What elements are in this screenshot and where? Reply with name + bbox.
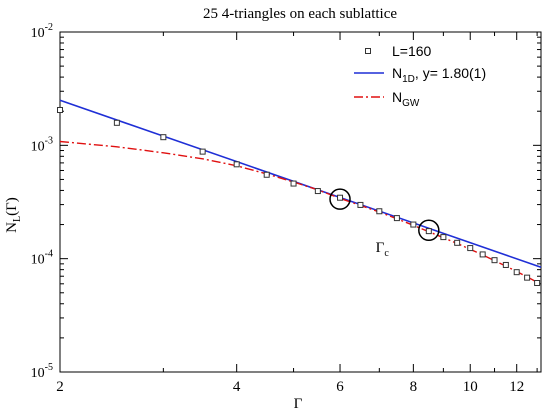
data-point-marker bbox=[534, 279, 541, 286]
data-point-marker bbox=[337, 194, 344, 201]
y-tick-label: 10-5 bbox=[31, 362, 53, 381]
x-tick-label: 4 bbox=[233, 379, 241, 395]
data-point-marker bbox=[314, 188, 321, 195]
x-tick-label: 2 bbox=[56, 379, 64, 395]
legend-label-n1d: N1D, y= 1.80(1) bbox=[392, 65, 486, 85]
chart-title: 25 4-triangles on each sublattice bbox=[203, 6, 397, 22]
data-point-marker bbox=[290, 180, 297, 187]
x-tick-label: 6 bbox=[336, 379, 344, 395]
y-axis: 10-5 10-4 10-3 10-2 bbox=[31, 22, 541, 381]
gamma-c-label: Γc bbox=[376, 240, 390, 259]
data-point-marker bbox=[502, 261, 509, 268]
gamma-c-circle-marker bbox=[329, 188, 351, 210]
x-tick-label: 10 bbox=[463, 379, 478, 395]
y-tick-label: 10-3 bbox=[31, 135, 53, 154]
series-ngw-line bbox=[59, 140, 538, 283]
data-point-marker bbox=[376, 208, 383, 215]
y-tick-label: 10-2 bbox=[31, 22, 53, 41]
legend-label-l160: L=160 bbox=[392, 43, 432, 59]
data-point-marker bbox=[454, 239, 461, 246]
y-axis-label: NL(Γ) bbox=[4, 197, 23, 233]
data-point-marker bbox=[113, 119, 120, 126]
data-point-marker bbox=[57, 107, 63, 114]
data-point-marker bbox=[479, 251, 486, 258]
data-point-marker bbox=[393, 215, 400, 222]
data-point-marker bbox=[491, 257, 498, 264]
legend-marker-square bbox=[365, 48, 371, 54]
x-tick-label: 12 bbox=[509, 379, 524, 395]
legend-label-ngw: NGW bbox=[392, 89, 420, 109]
data-point-marker bbox=[160, 134, 167, 141]
data-point-marker bbox=[425, 228, 432, 235]
data-point-marker bbox=[233, 161, 240, 168]
data-point-marker bbox=[357, 201, 364, 208]
data-point-marker bbox=[199, 148, 206, 155]
data-point-marker bbox=[263, 171, 270, 178]
gamma-c-circle-marker bbox=[418, 219, 440, 242]
annotations: Γc bbox=[329, 188, 440, 259]
data-point-marker bbox=[524, 274, 531, 281]
x-tick-label: 8 bbox=[410, 379, 418, 395]
plot-area-frame bbox=[59, 31, 542, 373]
legend: L=160 N1D, y= 1.80(1) NGW bbox=[354, 43, 486, 109]
x-axis-label: Γ bbox=[294, 396, 303, 412]
x-axis: 2 4 6 8 10 12 bbox=[56, 32, 538, 395]
data-point-marker bbox=[513, 269, 520, 276]
data-point-marker bbox=[410, 221, 417, 228]
data-point-marker bbox=[467, 245, 474, 252]
series-layer bbox=[57, 99, 542, 286]
data-point-marker bbox=[440, 234, 447, 241]
y-tick-label: 10-4 bbox=[31, 249, 53, 268]
